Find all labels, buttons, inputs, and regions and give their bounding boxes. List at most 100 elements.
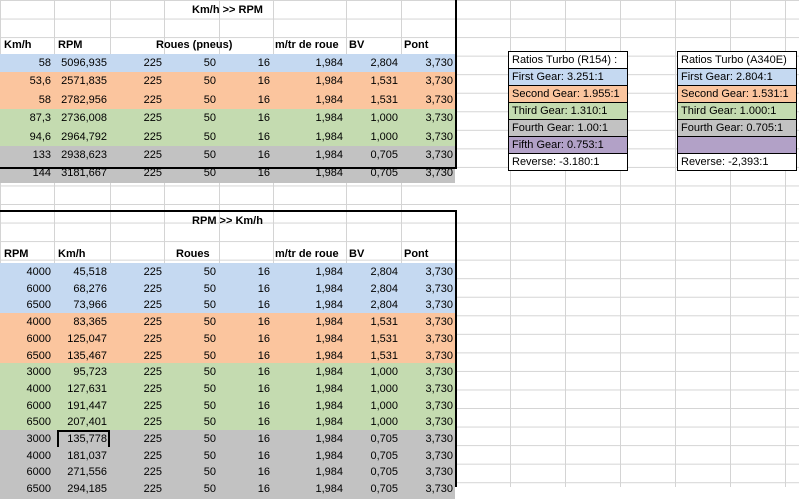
table-cell[interactable]: 16 <box>257 416 270 429</box>
table-cell[interactable]: 1,000 <box>370 130 398 143</box>
header-cell[interactable]: Roues <box>176 248 210 260</box>
table-cell[interactable]: 1,531 <box>370 316 398 329</box>
table-cell[interactable]: 50 <box>203 149 216 161</box>
table-cell[interactable]: 1,984 <box>315 112 343 125</box>
table-cell[interactable]: 0,705 <box>370 433 398 445</box>
table-cell[interactable]: 1,531 <box>370 349 398 362</box>
table-cell[interactable]: 50 <box>203 130 216 143</box>
table-cell[interactable]: 58 <box>38 93 51 106</box>
table-cell[interactable]: 50 <box>203 332 216 345</box>
ratio-item[interactable]: Fourth Gear: 1.00:1 <box>509 120 627 137</box>
table-cell[interactable]: 50 <box>203 266 216 278</box>
table-cell[interactable]: 3000 <box>26 366 51 379</box>
table-cell[interactable]: 0,705 <box>370 167 398 180</box>
table-cell[interactable]: 133 <box>32 149 51 161</box>
table-cell[interactable]: 6000 <box>26 332 51 345</box>
header-cell[interactable]: RPM <box>4 248 29 260</box>
table-cell[interactable]: 1,984 <box>315 57 343 69</box>
table-cell[interactable]: 225 <box>143 93 162 106</box>
table-cell[interactable]: 225 <box>143 449 162 462</box>
table-cell[interactable]: 6500 <box>26 299 51 312</box>
table-cell[interactable]: 207,401 <box>67 416 107 429</box>
table-cell[interactable]: 1,000 <box>370 366 398 379</box>
table-cell[interactable]: 3,730 <box>425 416 453 429</box>
table-cell[interactable]: 16 <box>257 75 270 88</box>
table-cell[interactable]: 6000 <box>26 282 51 295</box>
table-cell[interactable]: 50 <box>203 316 216 329</box>
table-cell[interactable]: 2,804 <box>370 57 398 69</box>
table-cell[interactable]: 225 <box>143 149 162 161</box>
table-cell[interactable]: 225 <box>143 316 162 329</box>
table-cell[interactable]: 225 <box>143 57 162 69</box>
table-cell[interactable]: 95,723 <box>73 366 107 379</box>
table-cell[interactable]: 3,730 <box>425 149 453 161</box>
table-cell[interactable]: 3181,667 <box>61 167 107 180</box>
table-cell[interactable]: 225 <box>143 382 162 395</box>
table-cell[interactable]: 225 <box>143 416 162 429</box>
table-cell[interactable]: 225 <box>143 366 162 379</box>
table-cell[interactable]: 3,730 <box>425 332 453 345</box>
table-cell[interactable]: 135,467 <box>67 349 107 362</box>
table-cell[interactable]: 3,730 <box>425 93 453 106</box>
table-cell[interactable]: 294,185 <box>67 483 107 496</box>
ratio-item[interactable]: First Gear: 2.804:1 <box>678 69 796 86</box>
table-cell[interactable]: 1,984 <box>315 416 343 429</box>
table-cell[interactable]: 3,730 <box>425 167 453 180</box>
table-cell[interactable]: 3,730 <box>425 366 453 379</box>
table-cell[interactable]: 16 <box>257 332 270 345</box>
table-cell[interactable]: 1,984 <box>315 266 343 278</box>
table-cell[interactable]: 50 <box>203 382 216 395</box>
table-cell[interactable]: 225 <box>143 299 162 312</box>
ratio-item[interactable]: Fifth Gear: 0.753:1 <box>509 137 627 154</box>
header-cell[interactable]: Pont <box>404 39 429 51</box>
header-cell[interactable]: m/tr de roue <box>275 248 339 260</box>
table-cell[interactable]: 16 <box>257 93 270 106</box>
ratio-item[interactable]: Fourth Gear: 0.705:1 <box>678 120 796 137</box>
table-cell[interactable]: 0,705 <box>370 149 398 161</box>
table-cell[interactable]: 225 <box>143 167 162 180</box>
table-cell[interactable]: 50 <box>203 416 216 429</box>
table-cell[interactable]: 1,984 <box>315 316 343 329</box>
table-cell[interactable]: 2,804 <box>370 299 398 312</box>
table-cell[interactable]: 1,531 <box>370 75 398 88</box>
header-cell[interactable]: Roues (pneus) <box>156 39 233 51</box>
table-cell[interactable]: 2,804 <box>370 282 398 295</box>
table-cell[interactable]: 3,730 <box>425 483 453 496</box>
table-cell[interactable]: 16 <box>257 399 270 412</box>
table-cell[interactable]: 1,531 <box>370 332 398 345</box>
table-cell[interactable]: 16 <box>257 299 270 312</box>
ratio-item[interactable]: First Gear: 3.251:1 <box>509 69 627 86</box>
table-cell[interactable]: 2938,623 <box>61 149 107 161</box>
table-cell[interactable]: 50 <box>203 399 216 412</box>
table-cell[interactable]: 1,000 <box>370 416 398 429</box>
table-cell[interactable]: 50 <box>203 112 216 125</box>
table-cell[interactable]: 1,984 <box>315 282 343 295</box>
table-cell[interactable]: 94,6 <box>29 130 51 143</box>
table-cell[interactable]: 1,984 <box>315 483 343 496</box>
table-cell[interactable]: 225 <box>143 349 162 362</box>
table-cell[interactable]: 16 <box>257 130 270 143</box>
table-cell[interactable]: 125,047 <box>67 332 107 345</box>
table-cell[interactable]: 50 <box>203 433 216 445</box>
table-cell[interactable]: 2964,792 <box>61 130 107 143</box>
table-cell[interactable]: 50 <box>203 93 216 106</box>
table-cell[interactable]: 3,730 <box>425 299 453 312</box>
table-cell[interactable]: 16 <box>257 366 270 379</box>
table-cell[interactable]: 3,730 <box>425 266 453 278</box>
table-cell[interactable]: 6000 <box>26 466 51 479</box>
table-cell[interactable]: 1,984 <box>315 149 343 161</box>
ratio-item[interactable]: Reverse: -3.180:1 <box>512 156 600 168</box>
table-cell[interactable]: 53,6 <box>29 75 51 88</box>
ratio-item[interactable]: Second Gear: 1.955:1 <box>509 86 627 103</box>
table-cell[interactable]: 1,000 <box>370 382 398 395</box>
table-cell[interactable]: 50 <box>203 366 216 379</box>
table-cell[interactable]: 87,3 <box>29 112 51 125</box>
table-cell[interactable]: 16 <box>257 282 270 295</box>
table-cell[interactable]: 16 <box>257 483 270 496</box>
table-cell[interactable]: 16 <box>257 466 270 479</box>
table-cell[interactable]: 16 <box>257 149 270 161</box>
table-cell[interactable]: 191,447 <box>67 399 107 412</box>
table-cell[interactable]: 225 <box>143 466 162 479</box>
table-cell[interactable]: 0,705 <box>370 483 398 496</box>
table-cell[interactable]: 225 <box>143 282 162 295</box>
